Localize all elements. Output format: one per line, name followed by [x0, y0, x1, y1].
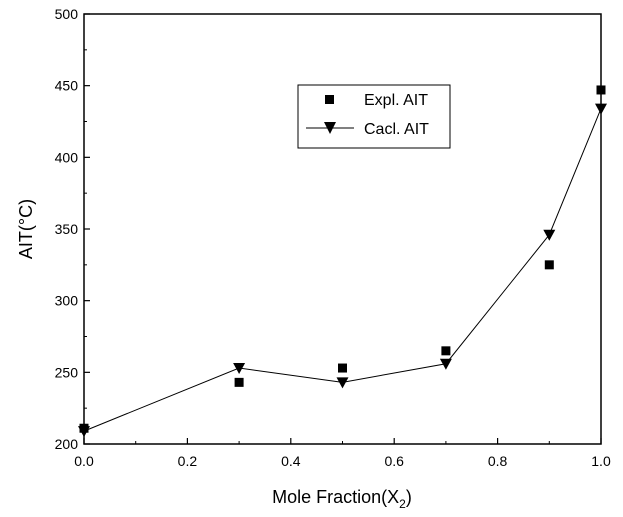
- data-point-cacl: [543, 229, 556, 241]
- data-point-expl: [338, 363, 347, 373]
- data-point-cacl: [233, 363, 246, 375]
- x-axis-title-main: Mole Fraction(X: [272, 487, 399, 507]
- x-axis-title: Mole Fraction(X2): [272, 487, 412, 511]
- legend: Expl. AIT Cacl. AIT: [297, 84, 451, 149]
- y-tick-label: 400: [55, 149, 79, 165]
- axis-ticks: 0.0 0.2 0.4 0.6 0.8 1.0 200 250 300 350 400 450 500: [55, 6, 611, 469]
- legend-label-expl: Expl. AIT: [364, 92, 428, 109]
- y-tick-label: 450: [55, 78, 79, 94]
- x-tick-label: 0.0: [74, 453, 94, 469]
- x-axis-title-close: ): [406, 487, 412, 507]
- y-tick-label: 300: [55, 293, 79, 309]
- series-line-1: [83, 108, 602, 432]
- x-tick-label: 0.6: [384, 453, 404, 469]
- y-tick-label: 350: [55, 221, 79, 237]
- legend-box: [297, 84, 451, 149]
- data-point-expl: [234, 377, 244, 387]
- data-point-cacl: [439, 358, 452, 370]
- data-point-expl: [544, 260, 554, 270]
- data-point-expl: [596, 85, 606, 95]
- x-tick-label: 0.8: [488, 453, 508, 469]
- x-tick-label: 0.4: [281, 453, 301, 469]
- data-point-cacl: [78, 426, 90, 438]
- data-point-cacl: [595, 103, 607, 115]
- data-point-expl: [441, 346, 451, 356]
- legend-marker-cacl: [324, 122, 336, 134]
- y-axis-title: AIT(°C): [16, 199, 36, 259]
- x-tick-label: 1.0: [591, 453, 611, 469]
- x-tick-label: 0.2: [178, 453, 198, 469]
- y-tick-label: 500: [55, 6, 79, 22]
- data-point-cacl: [336, 377, 349, 389]
- y-tick-label: 250: [55, 364, 79, 380]
- x-axis-title-subscript: 2: [399, 497, 406, 511]
- legend-label-cacl: Cacl. AIT: [364, 121, 429, 138]
- y-tick-label: 200: [55, 436, 79, 452]
- series-layer: [78, 85, 607, 438]
- legend-marker-expl: [325, 95, 334, 104]
